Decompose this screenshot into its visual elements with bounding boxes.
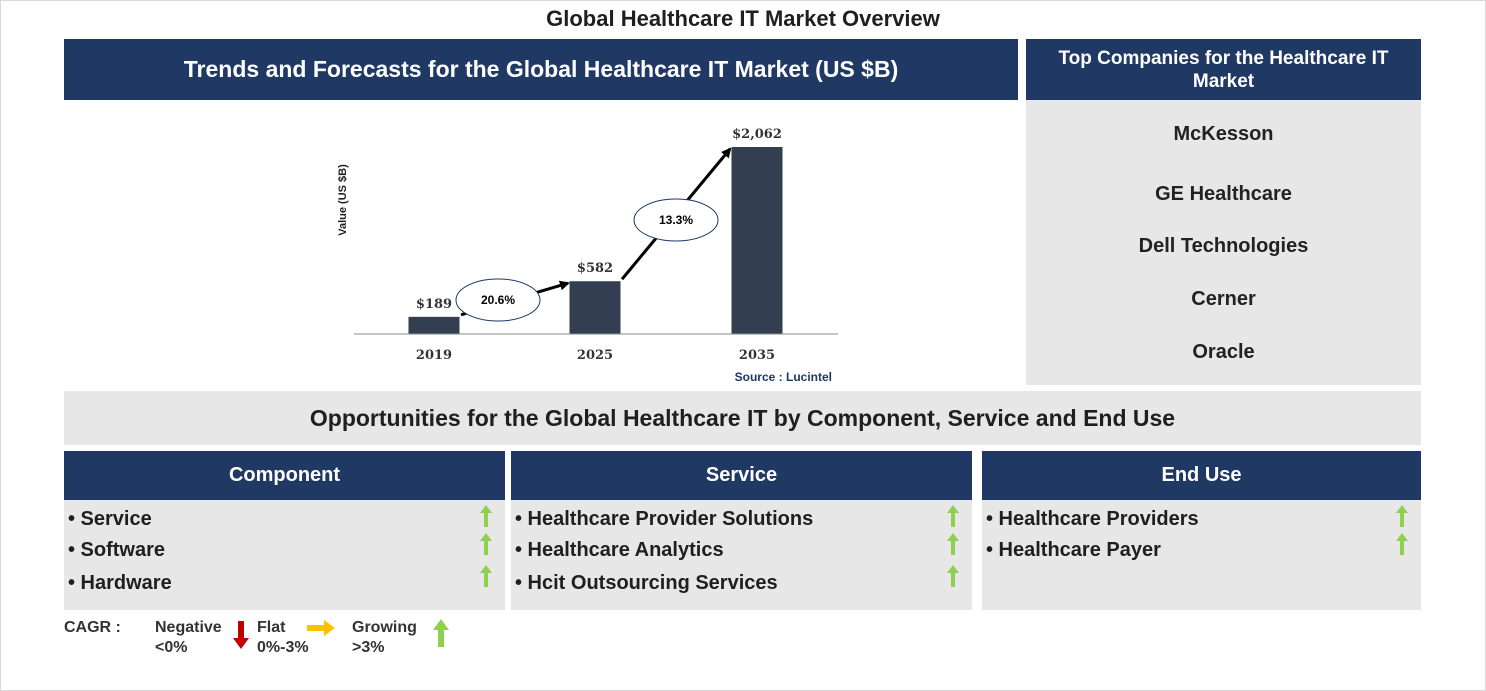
segment-header-component: Component bbox=[64, 451, 505, 500]
segment-item: • Service bbox=[68, 508, 152, 530]
company-dell-technologies: Dell Technologies bbox=[1138, 235, 1309, 257]
bar-2019 bbox=[408, 316, 460, 334]
trends-header: Trends and Forecasts for the Global Heal… bbox=[64, 39, 1018, 100]
cagr-label: 13.3% bbox=[659, 213, 693, 227]
opportunities-title-label: Opportunities for the Global Healthcare … bbox=[309, 404, 1176, 431]
green-up-arrow-icon bbox=[480, 505, 492, 527]
segment-body-service: • Healthcare Provider Solutions • Health… bbox=[511, 500, 972, 610]
cagr-bubble bbox=[455, 278, 541, 322]
bar-value-label: $189 bbox=[416, 297, 452, 312]
segment-item: • Hcit Outsourcing Services bbox=[515, 572, 778, 594]
companies-list: McKesson GE Healthcare Dell Technologies… bbox=[1026, 100, 1421, 385]
green-up-arrow-icon bbox=[947, 533, 959, 555]
bar-value-label: $582 bbox=[577, 261, 613, 276]
x-tick-label: 2019 bbox=[416, 348, 452, 363]
segment-header-label: End Use bbox=[1161, 464, 1242, 486]
cagr-bubble bbox=[633, 198, 719, 242]
red-down-arrow-icon bbox=[233, 621, 249, 649]
bar-value-label: $2,062 bbox=[732, 127, 782, 142]
segment-header-service: Service bbox=[511, 451, 972, 500]
legend-negative-label: Negative bbox=[155, 619, 222, 636]
legend-flat: Flat 0%-3% bbox=[257, 618, 309, 658]
bar-chart: 20.6% 13.3% $189 2019 $582 2025 $2,062 2035 Va… bbox=[337, 127, 838, 384]
green-up-arrow-icon bbox=[1396, 533, 1408, 555]
page-title: Global Healthcare IT Market Overview bbox=[546, 6, 940, 31]
legend-growing-range: >3% bbox=[352, 639, 385, 656]
opportunities-title: Opportunities for the Global Healthcare … bbox=[64, 391, 1421, 445]
green-up-arrow-icon bbox=[480, 565, 492, 587]
green-up-arrow-icon bbox=[947, 505, 959, 527]
company-ge-healthcare: GE Healthcare bbox=[1155, 183, 1292, 205]
y-axis-label: Value (US $B) bbox=[337, 164, 349, 236]
company-cerner: Cerner bbox=[1191, 288, 1256, 310]
segment-item: • Hardware bbox=[68, 572, 172, 594]
legend-cagr-label: CAGR : bbox=[64, 619, 121, 636]
segment-header-label: Component bbox=[228, 464, 341, 486]
segment-item: • Healthcare Analytics bbox=[515, 539, 724, 561]
legend-flat-range: 0%-3% bbox=[257, 639, 309, 656]
legend-growing: Growing >3% bbox=[352, 618, 417, 658]
bar-2035 bbox=[731, 147, 783, 334]
green-up-arrow-icon bbox=[947, 565, 959, 587]
segment-item: • Healthcare Providers bbox=[986, 508, 1199, 530]
legend-negative-range: <0% bbox=[155, 639, 188, 656]
legend-negative: Negative <0% bbox=[155, 618, 222, 658]
green-up-arrow-icon bbox=[433, 619, 449, 647]
chart-source: Source : Lucintel bbox=[735, 370, 832, 384]
segment-body-end-use: • Healthcare Providers • Healthcare Paye… bbox=[982, 500, 1421, 610]
yellow-right-arrow-icon bbox=[307, 620, 335, 636]
segment-item: • Healthcare Provider Solutions bbox=[515, 508, 814, 530]
company-oracle: Oracle bbox=[1192, 341, 1255, 363]
segment-header-label: Service bbox=[705, 464, 778, 486]
green-up-arrow-icon bbox=[1396, 505, 1408, 527]
segment-item: • Healthcare Payer bbox=[986, 539, 1161, 561]
x-tick-label: 2035 bbox=[739, 348, 775, 363]
companies-header-label: Top Companies for the Healthcare IT Mark… bbox=[1058, 47, 1389, 92]
cagr-label: 20.6% bbox=[481, 293, 515, 307]
companies-header: Top Companies for the Healthcare IT Mark… bbox=[1026, 39, 1421, 100]
segment-item: • Software bbox=[68, 539, 166, 561]
green-up-arrow-icon bbox=[480, 533, 492, 555]
x-tick-label: 2025 bbox=[577, 348, 613, 363]
legend-flat-label: Flat bbox=[257, 619, 286, 636]
segment-body-component: • Service • Software • Hardware bbox=[64, 500, 505, 610]
legend-growing-label: Growing bbox=[352, 619, 417, 636]
bar-2025 bbox=[569, 281, 621, 334]
segment-header-end-use: End Use bbox=[982, 451, 1421, 500]
company-mckesson: McKesson bbox=[1173, 123, 1274, 145]
trends-header-label: Trends and Forecasts for the Global Heal… bbox=[183, 56, 899, 82]
